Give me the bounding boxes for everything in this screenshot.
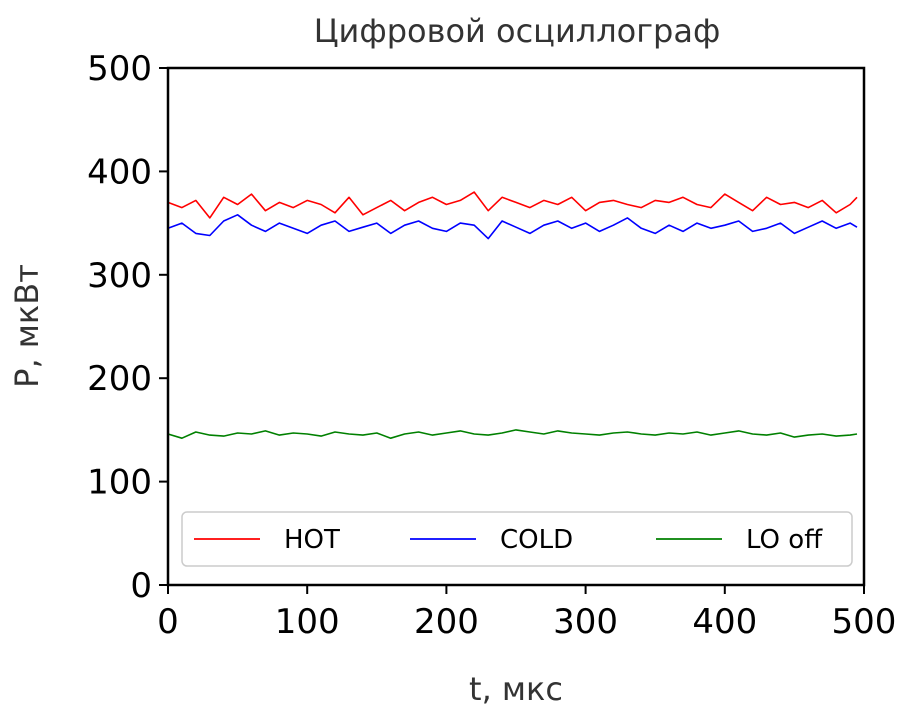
x-axis-label: t, мкс [469, 670, 563, 708]
y-tick-label: 0 [130, 566, 152, 606]
plot-frame [166, 66, 866, 587]
legend-label-cold: COLD [500, 525, 573, 555]
y-tick-label: 100 [87, 463, 152, 503]
plot-lines [167, 191, 858, 439]
series-line-hot [167, 191, 858, 219]
x-tick-label: 400 [692, 602, 757, 642]
x-tick-label: 300 [553, 602, 618, 642]
legend-box [181, 511, 853, 567]
y-tick-label: 200 [87, 359, 152, 399]
x-tick-label: 100 [275, 602, 340, 642]
y-tick-label: 400 [87, 152, 152, 192]
x-axis: 0 100 200 300 400 500 [157, 585, 896, 642]
legend: HOT COLD LO off [181, 511, 853, 567]
legend-label-lo-off: LO off [746, 525, 823, 555]
x-tick-label: 500 [832, 602, 897, 642]
x-tick-label: 200 [414, 602, 479, 642]
y-tick-label: 500 [87, 49, 152, 89]
series-line-cold [167, 214, 858, 240]
chart-title: Цифровой осциллограф [314, 12, 721, 50]
legend-label-hot: HOT [284, 525, 340, 555]
y-axis-label: P, мкВт [8, 264, 46, 388]
y-tick-label: 300 [87, 256, 152, 296]
series-line-lo-off [167, 429, 858, 439]
y-axis: 0 100 200 300 400 500 [87, 49, 168, 606]
x-tick-label: 0 [157, 602, 179, 642]
